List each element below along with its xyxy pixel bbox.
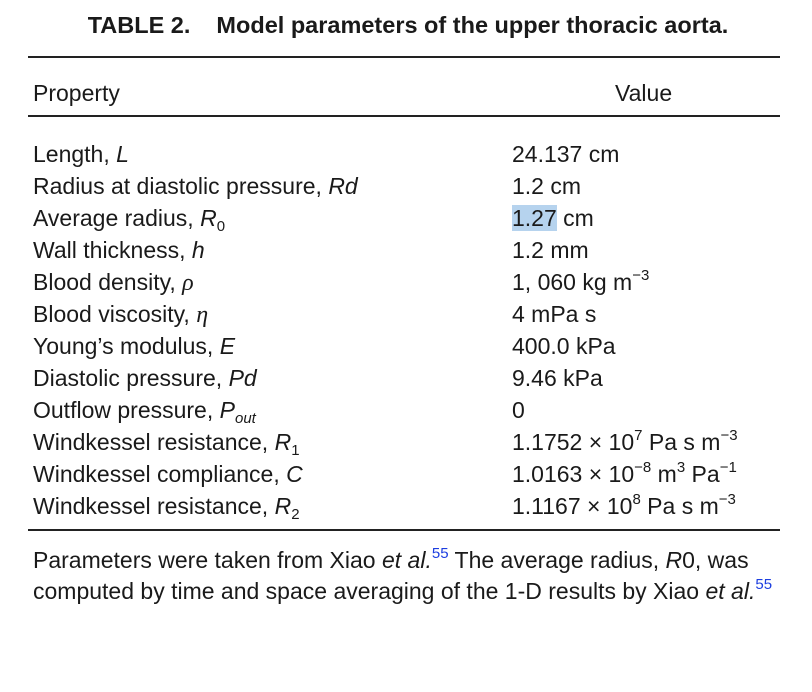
property-cell: Windkessel resistance, R2 [33,493,300,523]
value-cell: 9.46 kPa [512,365,603,391]
table-row-diastolic-radius: Radius at diastolic pressure, Rd 1.2 cm [33,170,783,202]
bottom-rule [28,529,780,531]
value-cell: 1.0163 × 10−8 m3 Pa−1 [512,459,737,487]
value-cell: 1.2 mm [512,237,589,263]
property-cell: Young’s modulus, E [33,333,236,359]
property-cell: Windkessel resistance, R1 [33,429,300,459]
reference-link[interactable]: 55 [755,576,773,593]
property-cell: Radius at diastolic pressure, Rd [33,173,358,199]
table-row-wall-thickness: Wall thickness, h 1.2 mm [33,234,783,266]
reference-link[interactable]: 55 [431,545,449,562]
property-cell: Windkessel compliance, C [33,461,303,487]
property-cell: Blood viscosity, η [33,301,209,328]
table-row-windkessel-resistance-1: Windkessel resistance, R1 1.1752 × 107 P… [33,426,783,458]
property-cell: Outflow pressure, Pout [33,397,256,427]
property-cell: Blood density, ρ [33,269,194,296]
property-cell: Average radius, R0 [33,205,226,235]
table-caption: TABLE 2. Model parameters of the upper th… [28,12,788,39]
table-row-diastolic-pressure: Diastolic pressure, Pd 9.46 kPa [33,362,783,394]
table-label: TABLE 2. [87,12,191,38]
table-row-blood-viscosity: Blood viscosity, η 4 mPa s [33,298,783,330]
selected-text-highlight[interactable]: 1.27 [512,205,557,231]
value-cell: 400.0 kPa [512,333,616,359]
table-row-outflow-pressure: Outflow pressure, Pout 0 [33,394,783,426]
table-footnote: Parameters were taken from Xiao et al.55… [33,545,773,604]
parameter-table-body: Length, L 24.137 cm Radius at diastolic … [33,138,783,522]
property-cell: Length, L [33,141,129,167]
property-cell: Wall thickness, h [33,237,205,263]
value-cell: 4 mPa s [512,301,597,327]
value-cell: 24.137 cm [512,141,620,167]
header-property: Property [33,80,120,106]
value-cell: 1.1752 × 107 Pa s m−3 [512,427,738,455]
value-cell: 1.1167 × 108 Pa s m−3 [512,491,736,519]
table-row-windkessel-compliance: Windkessel compliance, C 1.0163 × 10−8 m… [33,458,783,490]
property-cell: Diastolic pressure, Pd [33,365,257,391]
value-cell: 1.2 cm [512,173,582,199]
table-row-youngs-modulus: Young’s modulus, E 400.0 kPa [33,330,783,362]
header-value: Value [615,80,673,106]
header-rule [28,115,780,117]
top-rule [28,56,780,58]
table-row-windkessel-resistance-2: Windkessel resistance, R2 1.1167 × 108 P… [33,490,783,522]
table-row-blood-density: Blood density, ρ 1, 060 kg m−3 [33,266,783,298]
table-title: Model parameters of the upper thoracic a… [216,12,729,38]
value-cell: 1.27 cm [512,205,594,231]
table-row-length: Length, L 24.137 cm [33,138,783,170]
table-row-average-radius: Average radius, R0 1.27 cm [33,202,783,234]
value-cell: 0 [512,397,525,423]
value-cell: 1, 060 kg m−3 [512,267,650,295]
